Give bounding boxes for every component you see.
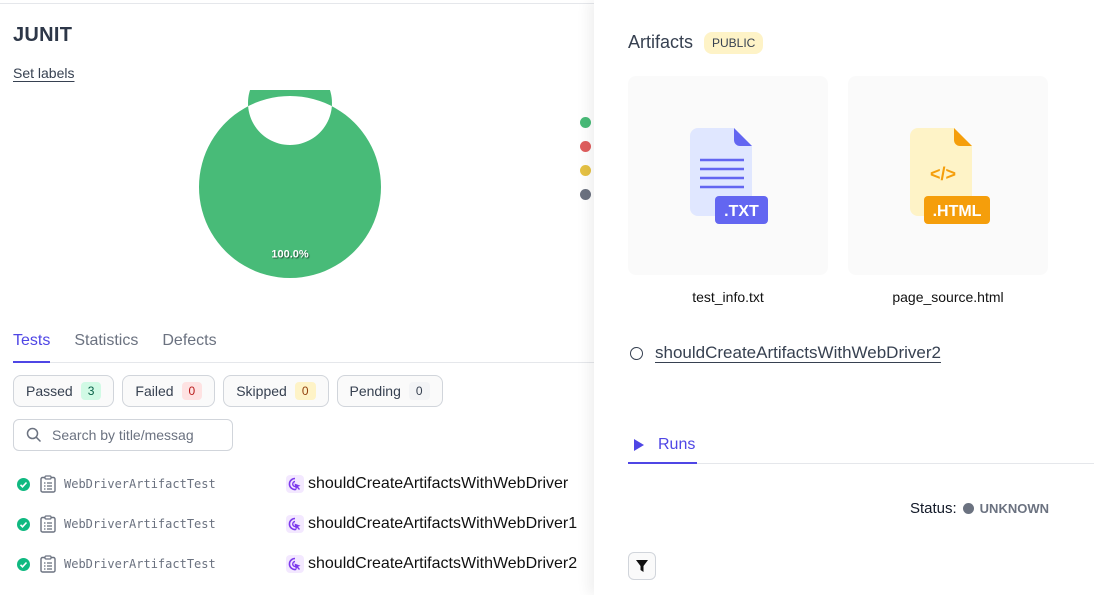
slice-label: 100.0% [271, 249, 309, 261]
test-class: WebDriverArtifactTest [64, 557, 216, 571]
tab-statistics[interactable]: Statistics [74, 332, 139, 349]
clipboard-icon [40, 515, 56, 533]
artifact-card-html[interactable]: </> .HTML [848, 76, 1048, 275]
filter-count: 0 [181, 382, 203, 400]
filter-pending[interactable]: Pending 0 [336, 375, 443, 407]
top-divider [0, 3, 1094, 4]
filter-label: Skipped [236, 383, 287, 399]
passed-check-icon [17, 517, 30, 531]
public-badge: PUBLIC [704, 32, 764, 54]
svg-text:</>: </> [930, 164, 956, 184]
status-label: Status: [909, 500, 957, 517]
filter-count: 0 [294, 382, 316, 400]
filter-label: Passed [26, 383, 73, 399]
filter-failed[interactable]: Failed 0 [122, 375, 216, 407]
test-row[interactable]: WebDriverArtifactTest shouldCreateArtifa… [17, 514, 597, 534]
cursor-target-icon [286, 515, 304, 533]
donut-chart: 100.0% [198, 90, 381, 278]
run-status: Status: UNKNOWN [910, 500, 1049, 517]
filter-icon [636, 560, 648, 572]
html-file-icon: </> .HTML [910, 128, 990, 224]
filter-label: Failed [135, 383, 174, 399]
play-icon [634, 438, 644, 451]
status-filters: Passed 3 Failed 0 Skipped 0 Pending 0 [13, 375, 443, 407]
tab-defects[interactable]: Defects [162, 332, 217, 349]
chart-legend [580, 117, 591, 213]
clipboard-icon [40, 555, 56, 573]
suite-tabs: Tests Statistics Defects [13, 330, 594, 363]
legend-dot[interactable] [580, 141, 591, 152]
artifact-name[interactable]: page_source.html [892, 289, 1004, 305]
runs-tabs: Runs [628, 427, 1094, 464]
suite-title: JUNIT [13, 24, 73, 46]
passed-check-icon [17, 477, 30, 491]
filter-button[interactable] [628, 552, 656, 580]
filter-count: 3 [80, 382, 102, 400]
passed-check-icon [17, 557, 30, 571]
search-input[interactable] [52, 427, 222, 443]
cursor-target-icon [286, 475, 304, 493]
artifact-card-txt[interactable]: .TXT [628, 76, 828, 275]
selected-test-link[interactable]: shouldCreateArtifactsWithWebDriver2 [655, 343, 941, 362]
legend-dot[interactable] [580, 165, 591, 176]
test-name: shouldCreateArtifactsWithWebDriver1 [308, 515, 578, 532]
cursor-target-icon [286, 555, 304, 573]
filter-passed[interactable]: Passed 3 [13, 375, 115, 407]
tab-runs[interactable]: Runs [628, 427, 698, 464]
file-ext: .HTML [933, 203, 982, 220]
pie-slice[interactable] [198, 90, 381, 278]
status-circle-icon [630, 346, 643, 360]
legend-dot[interactable] [580, 189, 591, 200]
test-detail-panel: Artifacts PUBLIC .TXT test_info.txt </> … [594, 0, 1094, 595]
suite-panel: JUNIT Set labels 100.0% Tests Statistics… [13, 24, 597, 574]
filter-skipped[interactable]: Skipped 0 [223, 375, 329, 407]
search-icon [26, 427, 42, 443]
tab-tests[interactable]: Tests [13, 330, 51, 363]
test-row[interactable]: WebDriverArtifactTest shouldCreateArtifa… [17, 554, 597, 574]
test-class: WebDriverArtifactTest [64, 517, 216, 531]
selected-test: shouldCreateArtifactsWithWebDriver2 [630, 343, 941, 363]
file-ext: .TXT [724, 203, 759, 220]
set-labels-link[interactable]: Set labels [13, 65, 75, 81]
artifacts-title: Artifacts [628, 32, 694, 52]
clipboard-icon [40, 475, 56, 493]
test-class: WebDriverArtifactTest [64, 477, 216, 491]
status-dot-icon [962, 503, 974, 514]
filter-label: Pending [349, 383, 401, 399]
search-box [13, 419, 233, 451]
legend-dot[interactable] [580, 117, 591, 128]
test-name: shouldCreateArtifactsWithWebDriver [308, 475, 569, 492]
artifact-name[interactable]: test_info.txt [692, 289, 764, 305]
test-name: shouldCreateArtifactsWithWebDriver2 [308, 555, 578, 572]
test-row[interactable]: WebDriverArtifactTest shouldCreateArtifa… [17, 474, 597, 494]
status-value: UNKNOWN [979, 501, 1049, 516]
txt-file-icon: .TXT [690, 128, 768, 224]
tab-runs-label: Runs [658, 435, 696, 453]
filter-count: 0 [408, 382, 430, 400]
